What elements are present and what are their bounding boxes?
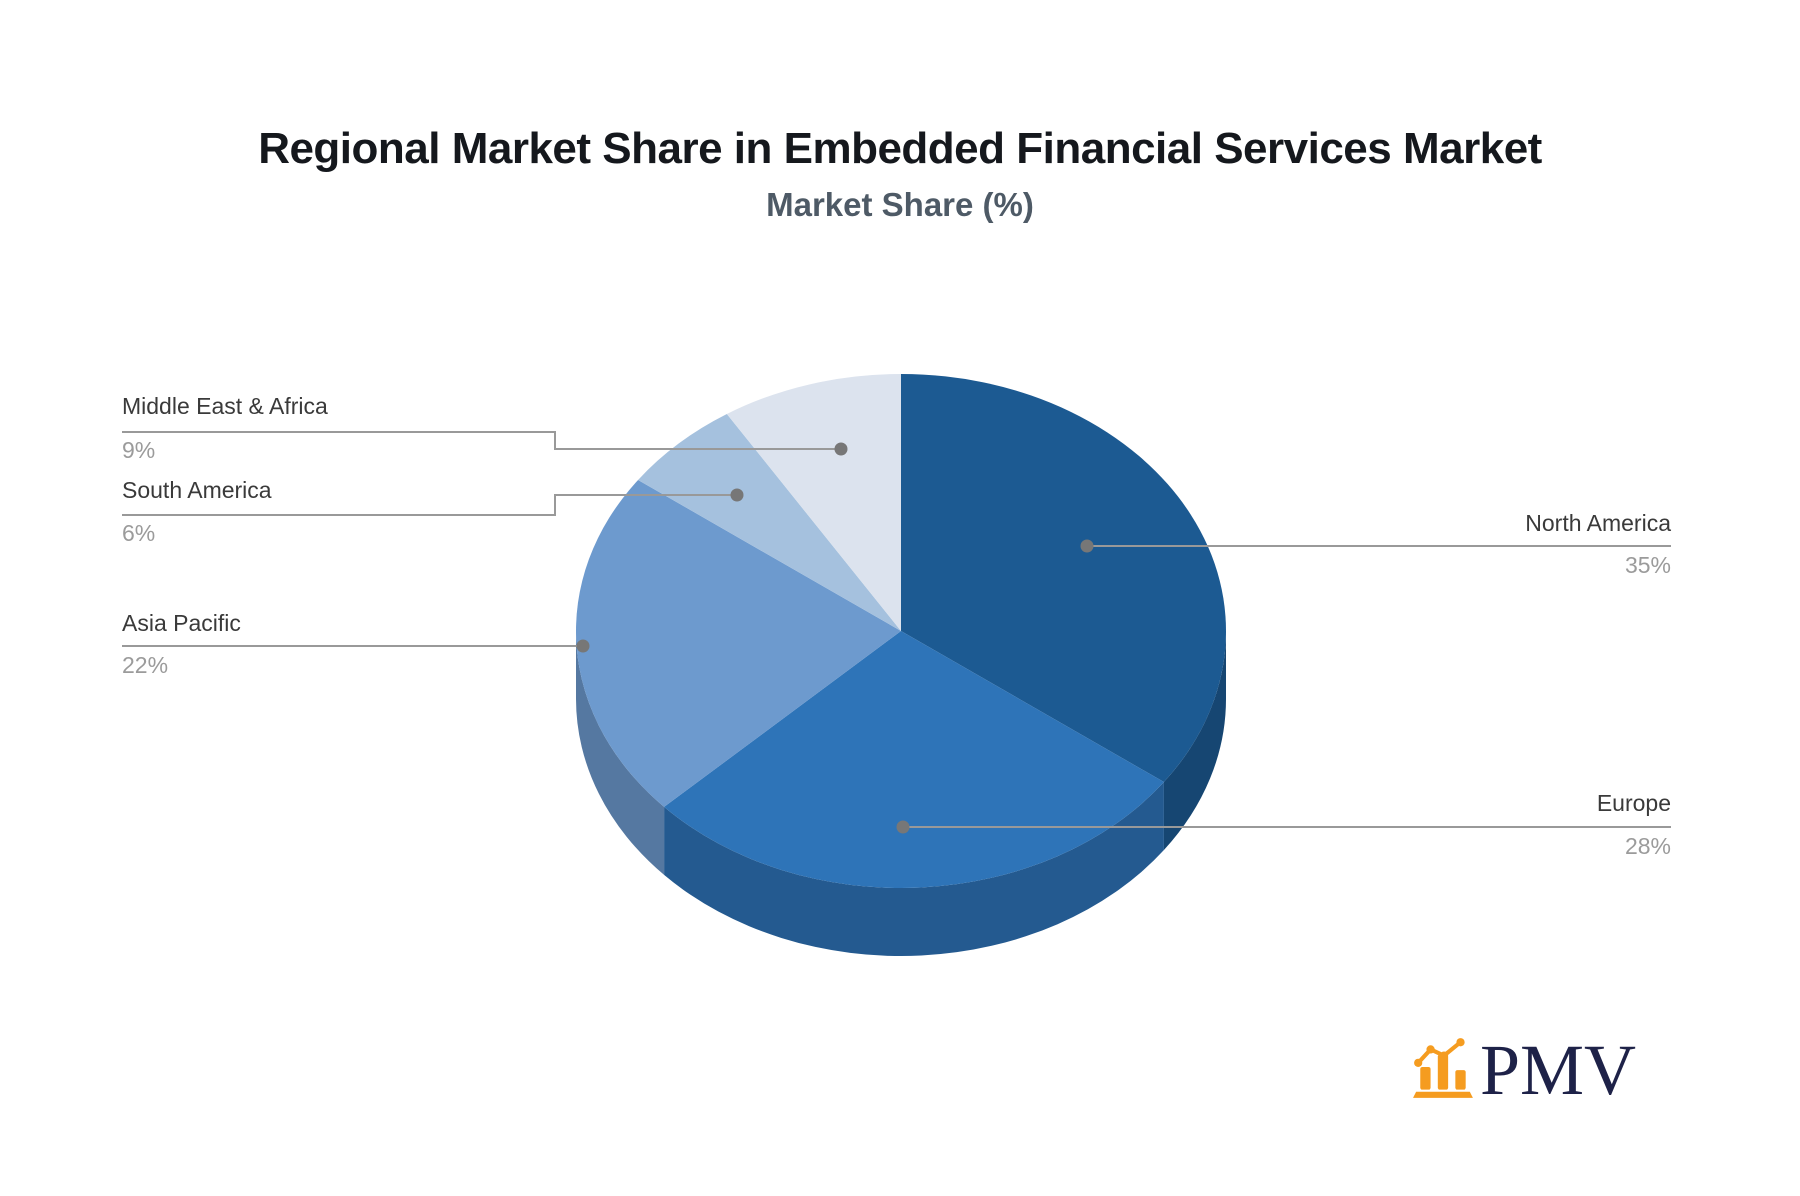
pie-wall-north-america: [1163, 631, 1226, 851]
pie-wall-asia-pacific: [576, 631, 665, 875]
pie-slice-europe[interactable]: [664, 631, 1164, 888]
value-north-america: 35%: [1624, 552, 1671, 578]
pie-slice-middle-east-africa[interactable]: [726, 374, 901, 631]
pmv-logo: PMV: [1412, 1030, 1636, 1110]
pie-slice-asia-pacific[interactable]: [576, 479, 901, 807]
pie-wall-europe: [664, 782, 1164, 956]
value-europe: 28%: [1624, 833, 1671, 859]
bar-chart-icon: [1412, 1038, 1473, 1098]
value-middle-east-africa: 9%: [122, 437, 156, 463]
pmv-logo-text: PMV: [1479, 1030, 1636, 1110]
pie-slice-south-america[interactable]: [638, 414, 901, 631]
chart-title: Regional Market Share in Embedded Financ…: [258, 124, 1542, 173]
label-north-america: North America: [1525, 510, 1671, 536]
leader-dot-europe: [896, 820, 910, 834]
leader-dot-middle-east-africa: [834, 442, 848, 456]
value-south-america: 6%: [122, 520, 156, 546]
leader-line-south-america: [122, 494, 737, 516]
leader-dot-south-america: [730, 488, 744, 502]
chart-subtitle: Market Share (%): [766, 186, 1034, 223]
pie-slice-north-america[interactable]: [901, 374, 1226, 783]
value-asia-pacific: 22%: [122, 652, 169, 678]
label-asia-pacific: Asia Pacific: [122, 610, 241, 636]
leader-dot-asia-pacific: [576, 639, 590, 653]
label-europe: Europe: [1596, 790, 1671, 816]
leader-dot-north-america: [1080, 539, 1094, 553]
label-south-america: South America: [122, 477, 272, 503]
leader-line-middle-east-africa: [122, 431, 841, 450]
label-middle-east-africa: Middle East & Africa: [122, 393, 328, 419]
